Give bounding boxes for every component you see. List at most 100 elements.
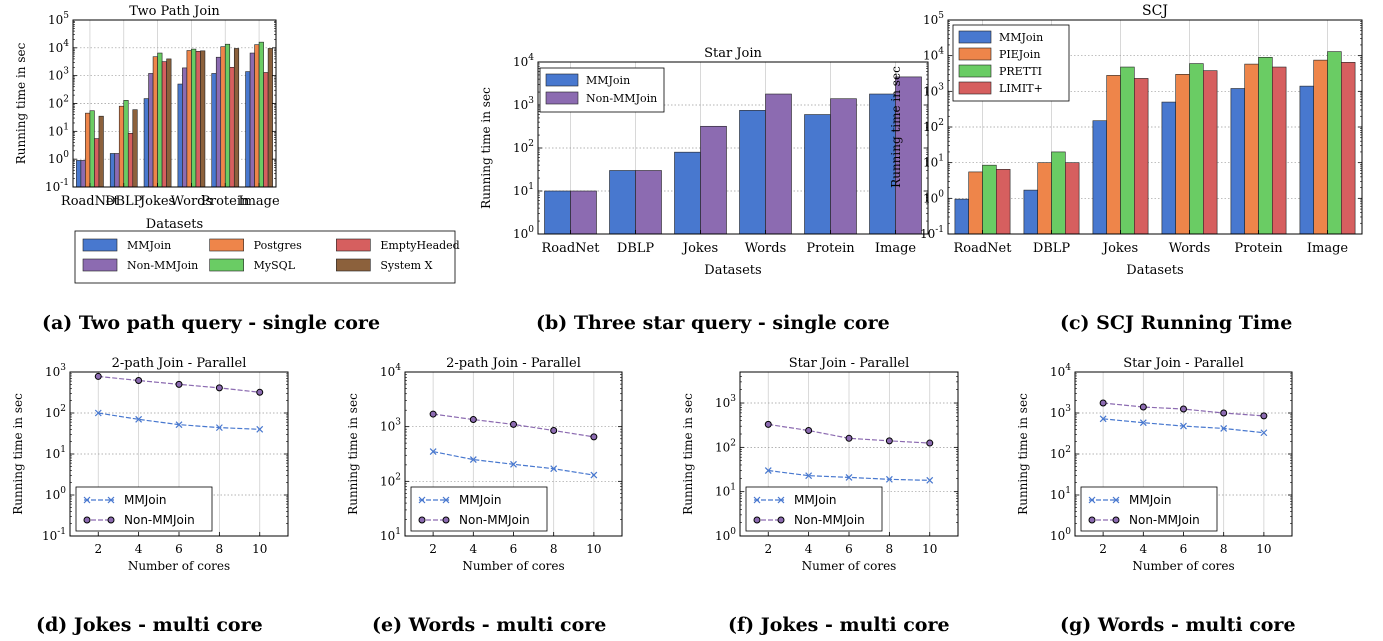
legend-marker <box>418 496 426 504</box>
bar-words-limit- <box>1203 70 1218 235</box>
point-non-mmjoin <box>175 380 183 388</box>
bar-image-mmjoin <box>869 93 896 235</box>
point-mmjoin <box>94 409 102 417</box>
point-mmjoin <box>764 467 772 474</box>
point-non-mmjoin <box>805 426 813 434</box>
y-tick-label: 105 <box>923 11 944 27</box>
y-tick-label: 100 <box>48 150 69 166</box>
bar-dblp-limit- <box>1065 162 1080 235</box>
y-tick-label: 103 <box>1050 404 1071 420</box>
chart-title: Star Join - Parallel <box>1123 356 1244 371</box>
y-tick-label: 100 <box>923 189 944 205</box>
y-tick-label: 103 <box>45 363 66 379</box>
bar-jokes-pretti <box>1120 66 1135 235</box>
x-axis-label: Number of cores <box>128 559 230 573</box>
x-tick-label: Words <box>745 241 787 256</box>
y-tick-label: 101 <box>923 154 944 170</box>
y-tick-label: 102 <box>45 404 66 420</box>
bar-words-mmjoin <box>1161 101 1177 235</box>
legend-marker <box>1088 516 1096 524</box>
y-tick-label: 102 <box>1050 445 1071 461</box>
bar-words-emptyheaded <box>195 51 201 188</box>
y-tick-label: 104 <box>1050 363 1071 379</box>
x-tick-label: 6 <box>1180 542 1188 556</box>
point-mmjoin <box>805 472 813 480</box>
x-tick-label: 4 <box>469 542 477 556</box>
y-tick-label: 104 <box>380 363 401 379</box>
bar-jokes-emptyheaded <box>161 61 167 188</box>
x-tick-label: Protein <box>1234 241 1283 256</box>
x-tick-label: 6 <box>845 542 853 556</box>
y-tick-label: 102 <box>48 95 69 111</box>
chart-b: 100 101 102 103 104 Star Join Running time in … <box>479 46 929 278</box>
point-mark <box>1260 429 1268 437</box>
legend-box <box>75 486 213 532</box>
point-mark <box>469 456 477 464</box>
point-mark <box>1099 415 1107 423</box>
x-tick-label: Words <box>1169 241 1211 256</box>
x-tick-label: 6 <box>175 542 183 556</box>
bar-words-mmjoin <box>739 110 766 235</box>
legend-label: MMJoin <box>794 493 837 507</box>
point-mmjoin <box>1260 429 1268 437</box>
point-non-mmjoin <box>590 433 598 441</box>
point-mark <box>135 415 143 423</box>
bar-dblp-non-mmjoin <box>114 153 120 188</box>
legend: MMJoin Non-MMJoin <box>745 486 883 532</box>
bar-roadnet-postgres <box>85 112 91 188</box>
x-tick-label: RoadNet <box>542 241 601 256</box>
chart-title: Star Join <box>704 46 762 61</box>
point-mmjoin <box>510 460 517 468</box>
legend-swatch <box>958 64 992 78</box>
bar-words-pretti <box>1189 63 1204 235</box>
legend: MMJoin Non-MMJoin Postgres MySQL EmptyHeaded… <box>74 230 460 284</box>
legend-swatch <box>545 91 579 105</box>
legend-box <box>410 486 548 532</box>
x-tick-label: 8 <box>216 542 224 556</box>
x-tick-label: DBLP <box>617 241 655 256</box>
bar-roadnet-limit- <box>995 169 1011 235</box>
x-tick-label: 2 <box>94 542 102 556</box>
bar-dblp-mysql <box>123 100 129 188</box>
chart-c: 10-1 100 101 102 103 104 105 SCJ Running time in… <box>889 3 1363 278</box>
point-mark <box>175 421 183 429</box>
bar-roadnet-mmjoin <box>954 198 970 235</box>
point-non-mmjoin <box>94 372 102 380</box>
legend-marker <box>753 516 761 524</box>
y-tick-label: 103 <box>715 394 736 410</box>
bar-dblp-mmjoin <box>609 170 636 235</box>
legend-label: PRETTI <box>999 65 1042 78</box>
bar-dblp-system-x <box>132 109 138 188</box>
bar-roadnet-mmjoin <box>544 190 571 235</box>
y-tick-label: 100 <box>513 225 534 241</box>
point-mmjoin <box>1220 425 1228 432</box>
point-non-mmjoin <box>1099 399 1107 407</box>
legend-marker <box>83 516 91 524</box>
bar-words-postgres <box>186 50 192 188</box>
point-non-mmjoin <box>215 384 223 392</box>
bar-roadnet-system-x <box>98 115 104 188</box>
bar-jokes-mmjoin <box>674 151 701 235</box>
point-mark <box>590 471 598 479</box>
y-axis-label: Running time in sec <box>681 393 695 515</box>
bar-dblp-postgres <box>118 105 125 188</box>
bar-words-mmjoin <box>177 83 183 188</box>
bar-roadnet-mysql <box>89 110 95 188</box>
legend-swatch <box>82 258 118 272</box>
point-mmjoin <box>256 425 264 433</box>
x-tick-label: RoadNet <box>61 194 120 209</box>
point-mark <box>1180 422 1187 430</box>
legend-label: Non-MMJoin <box>1129 513 1200 527</box>
legend-label: Non-MMJoin <box>586 92 657 105</box>
point-mmjoin <box>926 476 934 484</box>
caption-g: (g) Words - multi core <box>1060 614 1296 636</box>
y-tick-label: 102 <box>923 118 944 134</box>
point-mark <box>550 465 558 473</box>
x-tick-label: Jokes <box>138 194 175 209</box>
point-mmjoin <box>1099 415 1107 423</box>
bar-dblp-emptyheaded <box>127 132 134 188</box>
y-tick-label: 103 <box>380 418 401 434</box>
chart-title: 2-path Join - Parallel <box>112 356 247 371</box>
legend: MMJoin Non-MMJoin <box>410 486 548 532</box>
